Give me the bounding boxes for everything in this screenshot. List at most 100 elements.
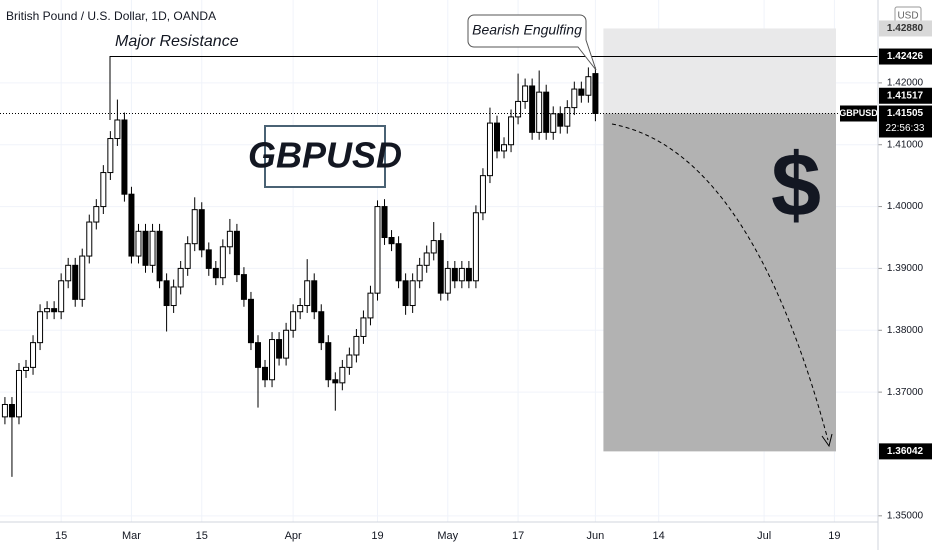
y-tick-label: 1.37000 [887, 387, 924, 398]
price-tag-label: 1.42880 [887, 23, 924, 34]
candle-body [262, 366, 269, 381]
price-tag-label: 1.36042 [887, 446, 924, 457]
candle-body [451, 267, 458, 282]
y-tick-label: 1.39000 [887, 263, 924, 274]
banner-text: GBPUSD [248, 135, 402, 176]
candle-body [416, 264, 423, 282]
resistance-line [109, 56, 878, 120]
callout-box [467, 14, 587, 48]
candle-body [479, 175, 486, 214]
candle-body [458, 267, 465, 282]
price-tag-label: 1.41517 [887, 90, 924, 101]
y-tick-label: 1.42000 [887, 78, 924, 89]
y-tick-label: 1.35000 [887, 510, 924, 521]
x-tick-label: Jul [757, 530, 771, 542]
candle-body [578, 88, 585, 96]
candle-body [72, 264, 79, 300]
symbol-tag-label: GBPUSD [839, 108, 878, 118]
candle-body [205, 249, 212, 269]
candle-body [486, 122, 493, 177]
candle-body [269, 339, 276, 381]
candle-body [121, 119, 128, 195]
candle-body [135, 230, 142, 257]
candle-body [325, 342, 332, 381]
symbol-tag [840, 105, 877, 122]
target-zone [603, 113, 836, 452]
candle-body [100, 172, 107, 208]
candle-body [128, 193, 135, 257]
candle-body [571, 88, 578, 109]
candle-body [8, 403, 15, 418]
candle-body [86, 221, 93, 257]
candle-body [15, 369, 22, 418]
candle-body [557, 113, 564, 127]
candle-body [65, 264, 72, 282]
candle-body [592, 73, 599, 114]
candle-body [508, 116, 515, 146]
y-tick-label: 1.40000 [887, 201, 924, 212]
candle-body [367, 292, 374, 319]
candle-body [233, 230, 240, 276]
candle-body [529, 85, 536, 133]
candle-body [522, 85, 529, 102]
candle-body [543, 91, 550, 133]
candle-body [515, 100, 522, 118]
candle-body [44, 308, 51, 313]
price-tag [879, 87, 932, 104]
candle-body [297, 305, 304, 313]
candle-body [437, 240, 444, 294]
price-tag-label: 1.41505 [887, 108, 924, 119]
x-tick-label: Mar [122, 530, 141, 542]
x-tick-label: May [437, 530, 458, 542]
candle-body [318, 311, 325, 344]
candle-body [550, 113, 557, 133]
candle-body [465, 267, 472, 282]
candle-body [353, 335, 360, 356]
price-tag-label: 1.42426 [887, 51, 924, 62]
candle-body [501, 144, 508, 152]
candle-body [430, 240, 437, 254]
candle-body [198, 209, 205, 251]
candle-body [142, 230, 149, 266]
candle-body [114, 119, 121, 140]
x-tick-label: 15 [196, 530, 208, 542]
candle-body [276, 339, 283, 359]
candle-body [184, 243, 191, 269]
candle-body [472, 212, 479, 282]
candle-body [311, 280, 318, 313]
arrow-head [821, 433, 833, 448]
dollar-glyph: $ [771, 136, 821, 236]
chart-title: British Pound / U.S. Dollar, 1D, OANDA [6, 9, 216, 23]
x-tick-label: 17 [512, 530, 524, 542]
price-tag [879, 48, 932, 65]
candle-body [177, 267, 184, 288]
candle-body [290, 311, 297, 331]
candle-body [156, 230, 163, 282]
y-tick-label: 1.41000 [887, 139, 924, 150]
candle-body [149, 230, 156, 266]
x-tick-label: 19 [828, 530, 840, 542]
price-tag [879, 443, 932, 460]
candle-body [240, 274, 247, 300]
candle-body [493, 122, 500, 152]
candle-body [226, 230, 233, 248]
candle-body [304, 280, 311, 307]
candle-body [423, 252, 430, 266]
candle-body [409, 280, 416, 307]
candle-body [360, 317, 367, 337]
candle-body [444, 267, 451, 294]
candle-body [247, 298, 254, 344]
candle-body [388, 236, 395, 245]
x-tick-label: 14 [653, 530, 665, 542]
y-tick-label: 1.38000 [887, 325, 924, 336]
candle-body [170, 286, 177, 307]
candle-body [37, 311, 44, 344]
candle-body [219, 246, 226, 279]
pattern-label: Bearish Engulfing [472, 22, 582, 38]
candle-body [58, 280, 65, 313]
candle-body [381, 206, 388, 238]
candle-body [79, 255, 86, 300]
candle-body [107, 138, 114, 174]
candle-body [332, 379, 339, 384]
